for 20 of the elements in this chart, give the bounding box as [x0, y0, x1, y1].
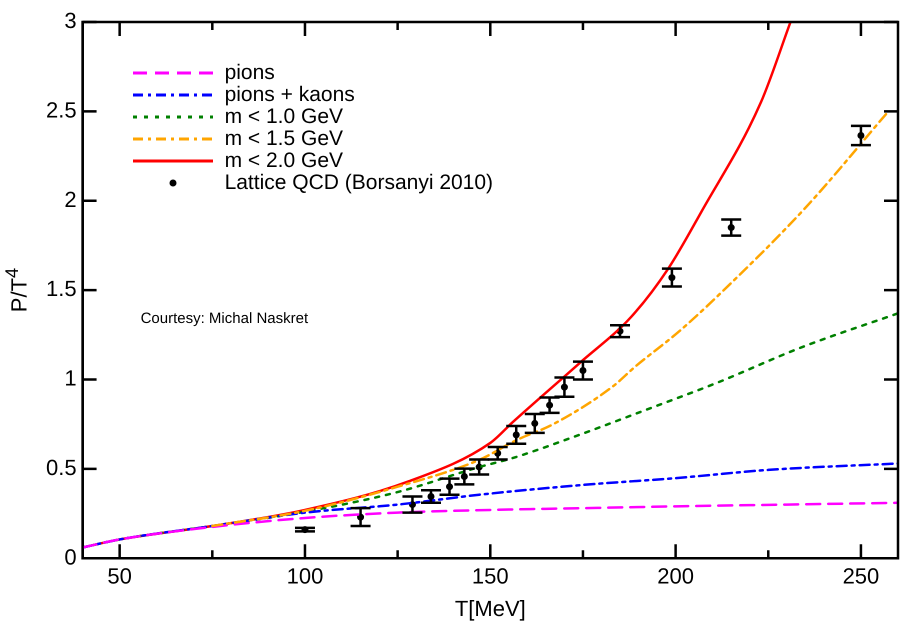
y-tick-label: 1: [64, 366, 77, 391]
legend-label: pions: [224, 61, 275, 84]
x-axis-title: T[MeV]: [454, 596, 526, 621]
x-tick-label: 50: [107, 563, 132, 588]
y-tick-label: 2.5: [46, 97, 77, 122]
x-tick-label: 150: [472, 563, 509, 588]
legend-label: Lattice QCD (Borsanyi 2010): [224, 171, 494, 194]
y-tick-label: 1.5: [46, 276, 77, 302]
y-tick-label: 2: [64, 186, 77, 212]
y-tick-label: 3: [64, 8, 77, 34]
legend-label: m < 2.0 GeV: [224, 149, 344, 172]
x-tick-label: 250: [842, 563, 880, 588]
y-tick-label: 0.5: [46, 454, 77, 480]
annotation: Courtesy: Michal Naskret: [140, 310, 308, 327]
legend-label: pions + kaons: [224, 83, 355, 106]
legend-label: m < 1.0 GeV: [224, 105, 344, 128]
y-tick-label: 0: [64, 544, 77, 570]
x-tick-label: 100: [286, 563, 324, 588]
legend-label: m < 1.5 GeV: [224, 127, 344, 150]
x-tick-label: 200: [657, 563, 694, 588]
